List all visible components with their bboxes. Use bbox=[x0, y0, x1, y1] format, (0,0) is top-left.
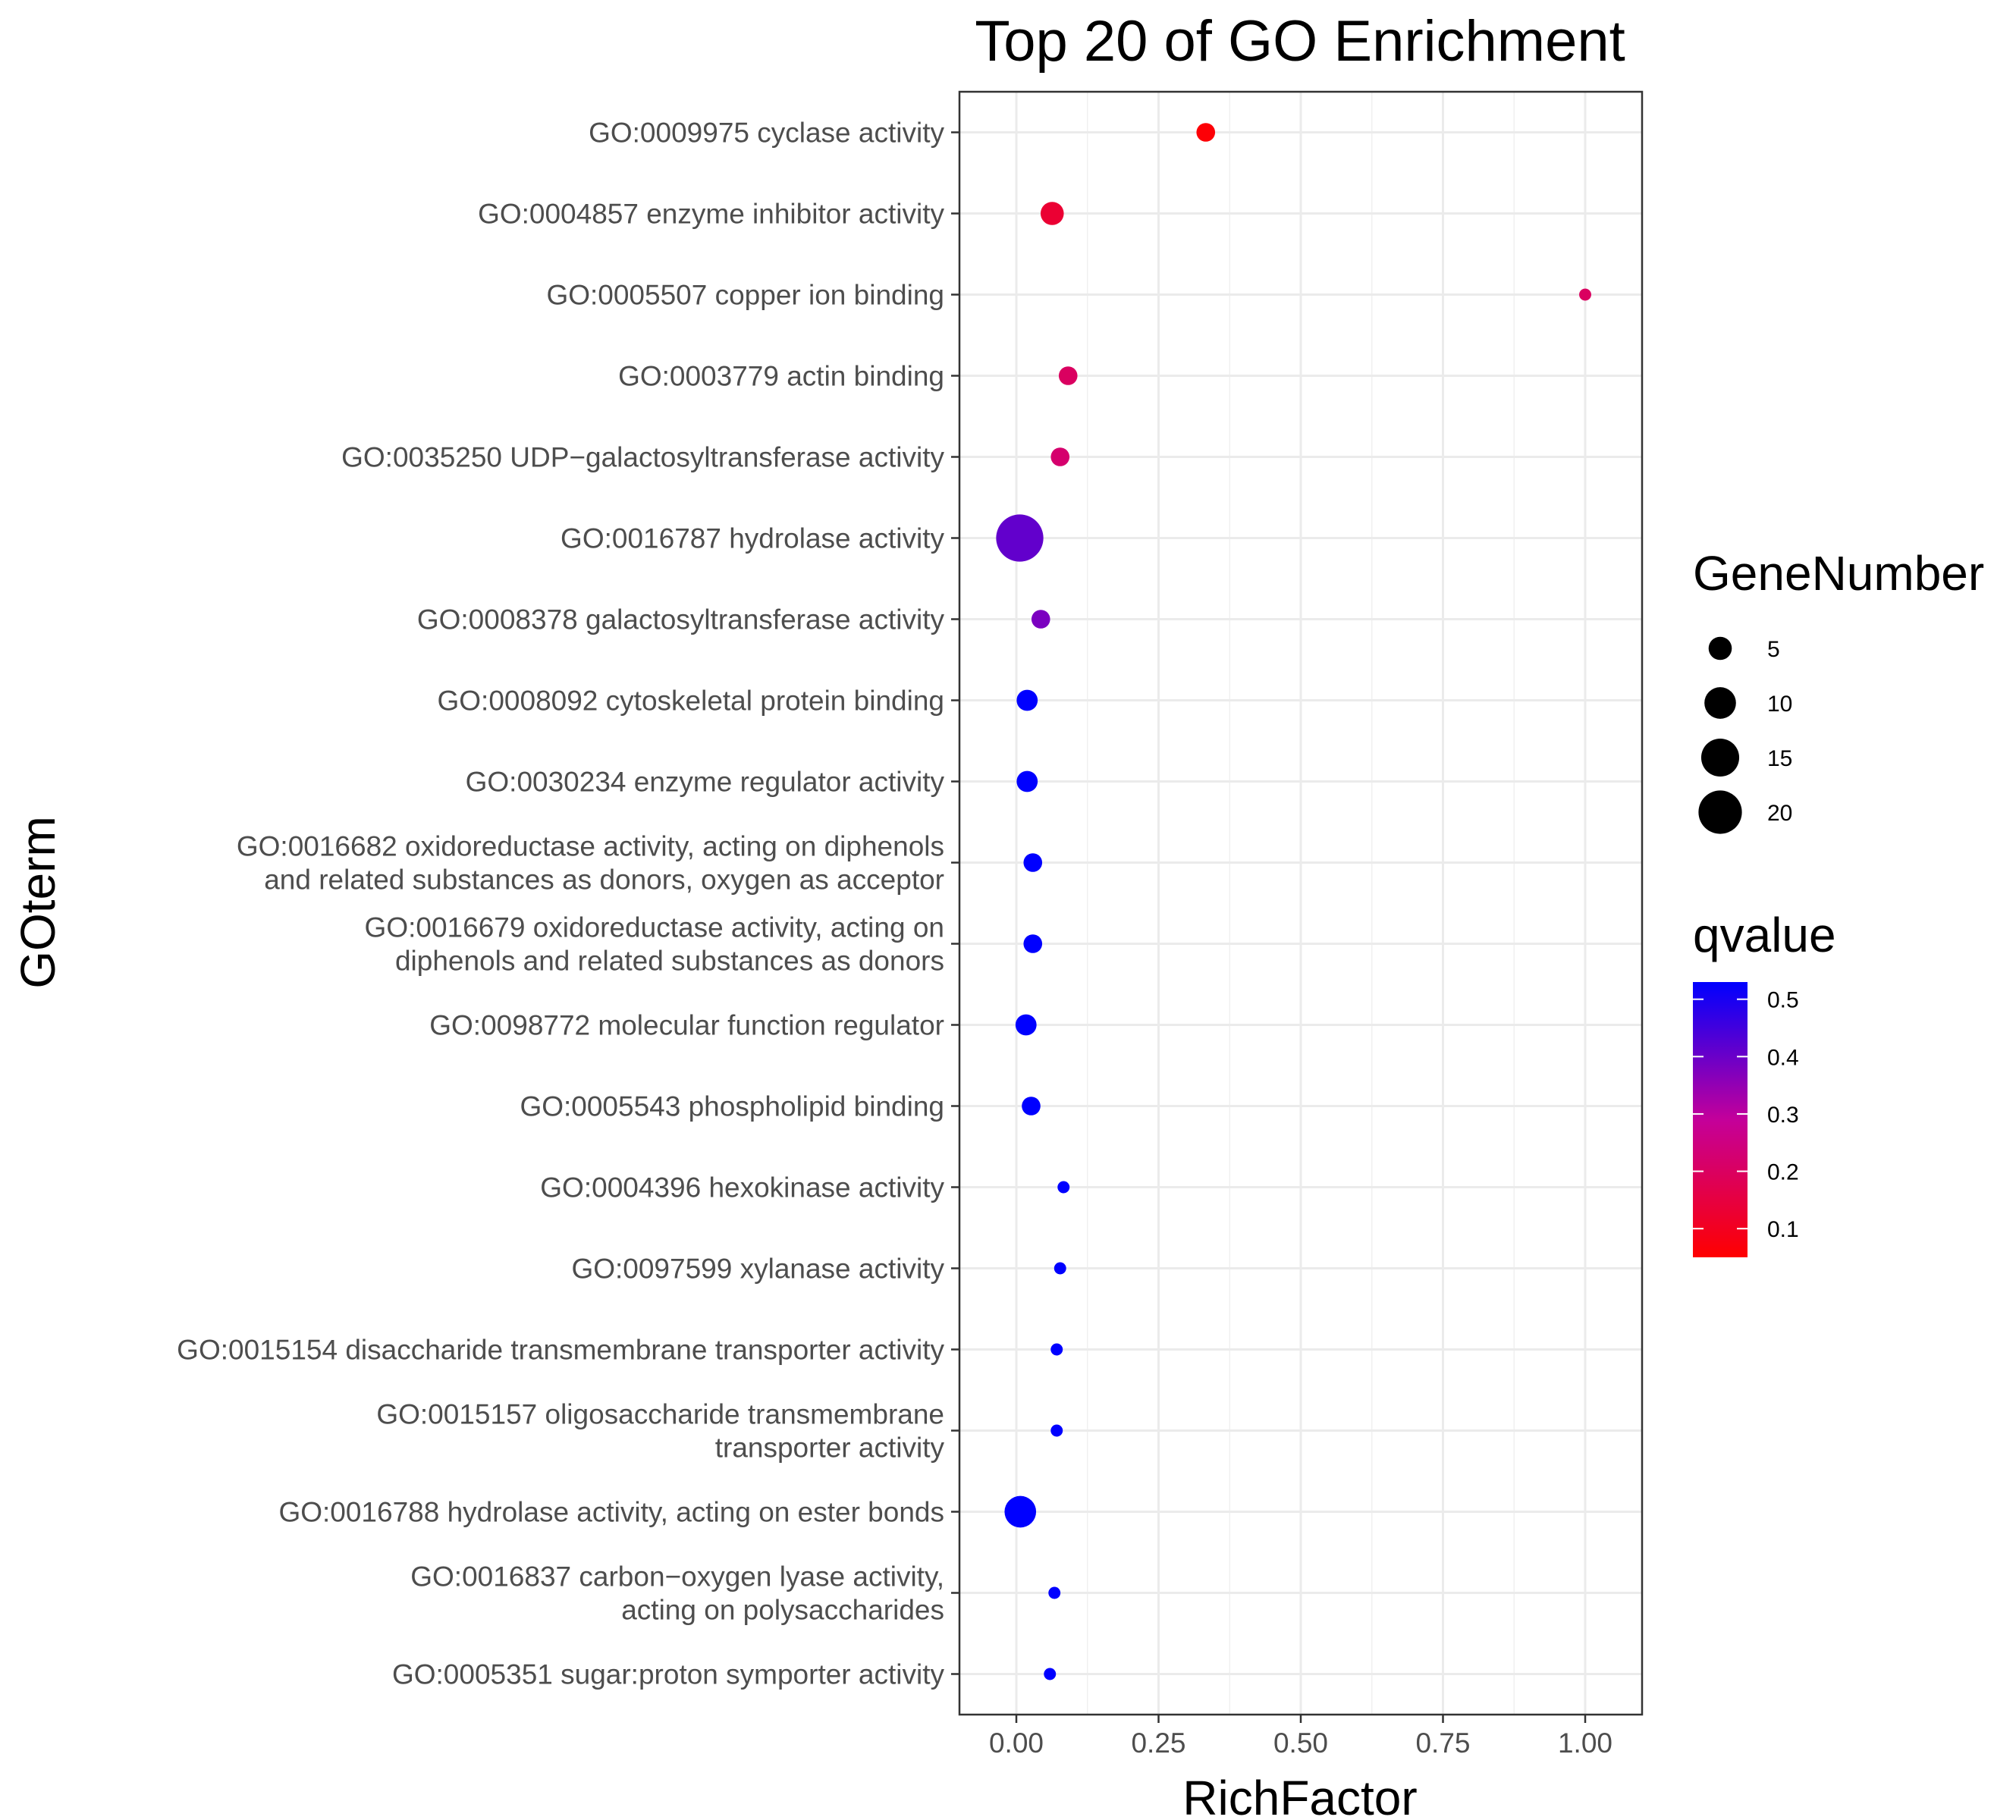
y-tick-label: GO:0030234 enzyme regulator activity bbox=[466, 767, 945, 798]
y-tick-label: GO:0016787 hydrolase activity bbox=[561, 523, 944, 554]
qvalue-legend-label: 0.1 bbox=[1767, 1217, 1799, 1242]
x-axis: 0.00 0.25 0.50 0.75 1.00 bbox=[989, 1715, 1612, 1759]
y-tick-label: GO:0009975 cyclase activity bbox=[589, 118, 944, 149]
qvalue-legend-label: 0.3 bbox=[1767, 1103, 1799, 1128]
x-tick-label: 1.00 bbox=[1558, 1727, 1612, 1759]
qvalue-colorbar bbox=[1693, 982, 1748, 1257]
y-tick-label: GO:0015157 oligosaccharide transmembrane… bbox=[376, 1399, 944, 1464]
data-point bbox=[1057, 1181, 1070, 1194]
data-point bbox=[1196, 123, 1216, 142]
x-axis-title: RichFactor bbox=[1182, 1771, 1417, 1820]
data-point bbox=[1031, 610, 1050, 629]
y-tick-label: GO:0015154 disaccharide transmembrane tr… bbox=[177, 1335, 944, 1366]
chart-title: Top 20 of GO Enrichment bbox=[975, 9, 1625, 74]
gene-number-legend-label: 10 bbox=[1767, 692, 1792, 717]
x-tick-label: 0.00 bbox=[989, 1727, 1044, 1759]
data-point bbox=[1022, 1097, 1041, 1116]
gene-number-legend-key bbox=[1704, 687, 1736, 719]
y-tick-label: GO:0004857 enzyme inhibitor activity bbox=[478, 199, 944, 230]
qvalue-legend: qvalue 0.1 0.2 0.3 0.4 0.5 bbox=[1693, 908, 1836, 1257]
y-tick-label: GO:0097599 xylanase activity bbox=[571, 1254, 944, 1285]
y-tick-label: GO:0098772 molecular function regulator bbox=[429, 1010, 944, 1041]
gene-number-legend-title: GeneNumber bbox=[1693, 546, 1984, 601]
gene-number-legend-label: 15 bbox=[1767, 746, 1792, 771]
gene-number-legend-label: 20 bbox=[1767, 801, 1792, 826]
data-point bbox=[1044, 1668, 1057, 1680]
y-tick-label: GO:0035250 UDP−galactosyltransferase act… bbox=[341, 442, 944, 473]
x-tick-label: 0.25 bbox=[1131, 1727, 1185, 1759]
y-tick-label: GO:0005543 phospholipid binding bbox=[520, 1091, 944, 1122]
y-tick-label: GO:0005351 sugar:proton symporter activi… bbox=[392, 1659, 945, 1690]
gene-number-legend-key bbox=[1708, 636, 1732, 661]
data-point bbox=[1048, 1586, 1061, 1599]
y-tick-label: GO:0008092 cytoskeletal protein binding bbox=[438, 686, 945, 717]
data-point bbox=[1015, 1014, 1037, 1036]
y-tick-label: GO:0003779 actin binding bbox=[618, 361, 944, 392]
data-point bbox=[1054, 1262, 1066, 1275]
data-point bbox=[1579, 288, 1591, 301]
gene-number-legend: GeneNumber 5 10 15 20 bbox=[1693, 546, 1984, 834]
data-point bbox=[1016, 689, 1038, 711]
qvalue-legend-label: 0.2 bbox=[1767, 1160, 1799, 1185]
y-tick-label: GO:0016682 oxidoreductase activity, acti… bbox=[237, 831, 944, 896]
data-point bbox=[1023, 853, 1043, 872]
qvalue-legend-label: 0.5 bbox=[1767, 988, 1799, 1013]
data-point bbox=[1016, 770, 1038, 792]
gene-number-legend-key bbox=[1698, 790, 1742, 834]
data-point bbox=[996, 514, 1044, 562]
y-tick-label: GO:0005507 copper ion binding bbox=[546, 280, 944, 311]
y-tick-label: GO:0008378 galactosyltransferase activit… bbox=[417, 604, 945, 635]
y-tick-label: GO:0016788 hydrolase activity, acting on… bbox=[278, 1497, 944, 1528]
x-tick-label: 0.75 bbox=[1415, 1727, 1470, 1759]
x-tick-label: 0.50 bbox=[1273, 1727, 1328, 1759]
data-point bbox=[1040, 202, 1064, 225]
y-tick-label: GO:0016837 carbon−oxygen lyase activity,… bbox=[410, 1561, 944, 1626]
gene-number-legend-key bbox=[1700, 738, 1740, 777]
qvalue-legend-label: 0.4 bbox=[1767, 1045, 1799, 1070]
y-tick-label: GO:0004396 hexokinase activity bbox=[540, 1172, 944, 1203]
y-axis: GO:0009975 cyclase activity GO:0004857 en… bbox=[177, 118, 959, 1690]
qvalue-legend-title: qvalue bbox=[1693, 908, 1836, 962]
y-tick-label: GO:0016679 oxidoreductase activity, acti… bbox=[365, 912, 944, 977]
data-point bbox=[1058, 366, 1078, 385]
data-point bbox=[1023, 934, 1043, 953]
data-points bbox=[996, 123, 1591, 1680]
data-point bbox=[1004, 1495, 1037, 1528]
data-point bbox=[1050, 447, 1070, 466]
plot-grid bbox=[959, 92, 1642, 1715]
gene-number-legend-label: 5 bbox=[1767, 637, 1780, 662]
y-axis-title: GOterm bbox=[11, 816, 65, 989]
data-point bbox=[1050, 1424, 1063, 1437]
data-point bbox=[1050, 1343, 1063, 1356]
